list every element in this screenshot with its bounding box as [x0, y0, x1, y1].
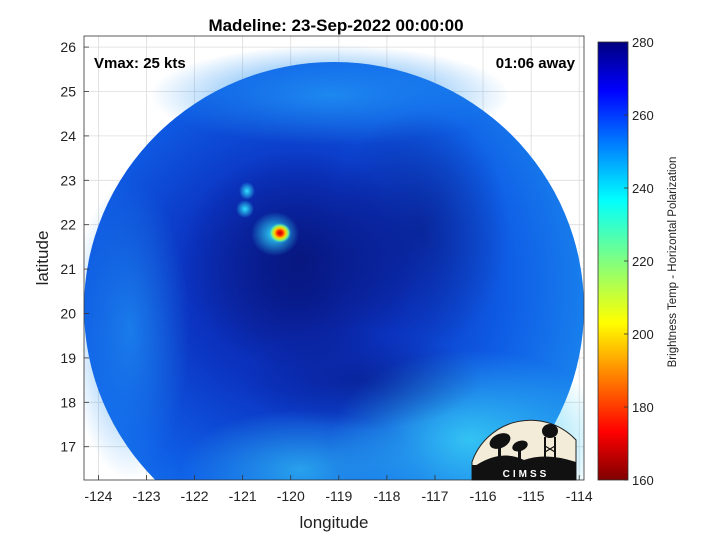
x-axis: -124 -123 -122 -121 -120 -119 -118 -117 -116 -115…	[84, 475, 593, 504]
convective-cell-north	[239, 182, 255, 200]
x-tick-label: -121	[229, 488, 257, 504]
vmax-annotation: Vmax: 25 kts	[94, 55, 186, 72]
convective-cell-west	[236, 200, 254, 218]
colorbar-tick-label: 200	[632, 327, 654, 342]
y-tick-label: 18	[60, 394, 76, 410]
chart-title: Madeline: 23-Sep-2022 00:00:00	[208, 16, 463, 35]
colorbar-tick-label: 240	[632, 181, 654, 196]
swath-warm-region-west	[84, 180, 190, 480]
y-tick-label: 25	[60, 84, 76, 100]
y-axis: 17 18 19 20 21 22 23 24 25 26	[60, 39, 89, 455]
colorbar-tick-label: 220	[632, 254, 654, 269]
y-tick-label: 26	[60, 39, 76, 55]
colorbar-tick-label: 180	[632, 400, 654, 415]
satellite-dish-icon	[489, 433, 528, 460]
x-tick-label: -120	[277, 488, 305, 504]
x-tick-label: -114	[566, 488, 593, 504]
x-tick-label: -115	[518, 488, 545, 504]
water-tower-icon	[542, 424, 558, 463]
y-tick-label: 23	[60, 172, 76, 188]
x-tick-label: -116	[470, 488, 497, 504]
swath-cold-band-east	[330, 110, 510, 350]
colorbar-tick-label: 260	[632, 108, 654, 123]
x-tick-label: -123	[132, 488, 160, 504]
colorbar-ticks: 160 180 200 220 240 260 280	[624, 35, 654, 488]
x-tick-label: -118	[373, 488, 400, 504]
logo-banner	[472, 465, 576, 480]
colorbar-tick-label: 280	[632, 35, 654, 50]
colorbar-tick-label: 160	[632, 473, 654, 488]
y-tick-label: 19	[60, 350, 76, 366]
x-tick-label: -124	[84, 488, 112, 504]
y-tick-label: 17	[60, 439, 76, 455]
y-tick-label: 24	[60, 128, 76, 144]
y-tick-label: 22	[60, 217, 76, 233]
colorbar	[597, 41, 629, 481]
y-axis-label: latitude	[33, 231, 52, 286]
y-tick-label: 21	[60, 261, 76, 277]
swath-cold-band-south	[240, 330, 480, 430]
cimss-logo: CIMSS	[471, 419, 577, 481]
x-axis-label: longitude	[299, 513, 368, 532]
x-tick-label: -122	[181, 488, 209, 504]
brightness-temperature-swath	[84, 45, 584, 480]
logo-text: CIMSS	[503, 469, 550, 480]
x-tick-label: -119	[325, 488, 352, 504]
colorbar-label: Brightness Temp - Horizontal Polarizatio…	[667, 157, 679, 368]
y-tick-label: 20	[60, 306, 76, 322]
deep-convection-core	[269, 223, 291, 243]
plot-frame	[83, 35, 585, 481]
x-tick-label: -117	[421, 488, 448, 504]
time-offset-annotation: 01:06 away	[496, 55, 576, 72]
